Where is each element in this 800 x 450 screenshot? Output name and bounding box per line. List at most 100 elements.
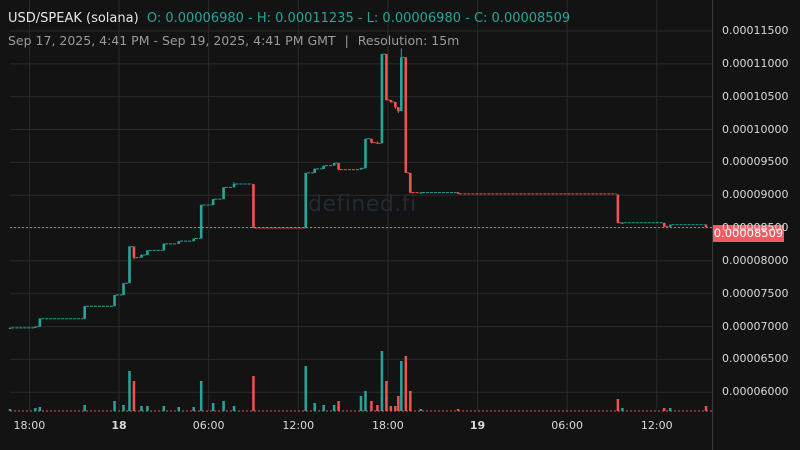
volume-bar (113, 401, 116, 411)
volume-bar (385, 381, 388, 411)
candle-body (222, 187, 225, 200)
volume-bar (616, 399, 620, 411)
candle-body (199, 205, 203, 239)
current-price-label: 0.00008509 (713, 225, 784, 242)
watermark: defined.fi (308, 192, 417, 217)
candle-body (211, 199, 215, 206)
volume-bar (8, 409, 12, 411)
volume-bar (332, 405, 336, 411)
time-range: Sep 17, 2025, 4:41 PM - Sep 19, 2025, 4:… (8, 33, 336, 48)
y-tick-label: 0.00006000 (722, 385, 789, 399)
volume-bar (304, 366, 307, 411)
volume-bar (211, 403, 215, 411)
volume-bar (199, 381, 203, 411)
candle-body (621, 222, 624, 224)
candle-body (389, 99, 393, 102)
volume-bar (122, 405, 125, 411)
y-tick-label: 0.00006500 (722, 352, 789, 366)
volume-bar (337, 401, 340, 411)
pair-symbol: USD/SPEAK (solana) (8, 11, 139, 26)
volume-bar (389, 406, 393, 411)
candle-body (140, 254, 143, 258)
x-tick-label: 12:00 (640, 419, 673, 432)
volume-bar (376, 405, 379, 411)
volume-bar (177, 407, 181, 411)
volume-bar (232, 406, 236, 411)
candle-body (337, 163, 340, 170)
volume-bar (400, 361, 403, 411)
candle-body (456, 192, 460, 194)
candle-body (385, 53, 388, 100)
candle-body (83, 306, 86, 319)
volume-bar (370, 401, 373, 411)
y-tick-label: 0.00011500 (722, 23, 789, 37)
volume-bar (419, 409, 422, 411)
x-tick-label: 18:00 (13, 419, 46, 432)
y-tick-label: 0.00008000 (722, 253, 789, 267)
candle-body (38, 318, 42, 327)
candle-body (146, 250, 149, 255)
candle-body (370, 138, 373, 143)
candle-body (113, 295, 116, 307)
volume-bar (83, 405, 86, 411)
candle-body (232, 184, 236, 188)
volume-bar (409, 391, 412, 411)
candle-body (304, 172, 308, 229)
candle-body (400, 57, 403, 112)
volume-bar (662, 408, 666, 411)
volume-bar (162, 406, 166, 411)
volume-bar (34, 408, 37, 411)
candle-body (128, 246, 131, 284)
candle-body (162, 243, 166, 251)
candle-body (122, 283, 125, 296)
volume-bar (140, 406, 143, 411)
volume-bar (38, 407, 42, 411)
x-tick-label: 06:00 (551, 419, 583, 432)
volume-bar (380, 351, 384, 411)
candle-body (177, 241, 181, 244)
candle-body (380, 53, 384, 144)
y-tick-label: 0.00009000 (722, 188, 789, 202)
candle-body (397, 107, 400, 112)
volume-bar (668, 408, 672, 411)
candle-body (364, 138, 367, 169)
chart-subheader: Sep 17, 2025, 4:41 PM - Sep 19, 2025, 4:… (8, 33, 459, 48)
y-tick-label: 0.00010500 (722, 89, 789, 103)
x-tick-label: 06:00 (192, 419, 225, 432)
y-tick-label: 0.00009500 (722, 155, 789, 169)
candle-body (616, 194, 620, 223)
y-tick-label: 0.00011000 (722, 56, 789, 70)
candle-body (332, 163, 336, 166)
volume-bar (397, 396, 400, 411)
candle-body (8, 327, 12, 329)
volume-bar (322, 405, 325, 411)
ohlc-readout: O: 0.00006980 - H: 0.00011235 - L: 0.000… (146, 11, 571, 26)
volume-bar (456, 409, 460, 411)
candle-body (132, 246, 136, 258)
volume-bar (222, 401, 225, 411)
candle-body (394, 101, 397, 108)
volume-bar (132, 381, 136, 411)
y-tick-label: 0.00007500 (722, 286, 789, 300)
volume-bar (192, 407, 195, 411)
volume-bar (313, 403, 316, 411)
y-tick-label: 0.00008500 (722, 221, 789, 235)
candle-body (34, 326, 37, 328)
candle-body (322, 165, 325, 169)
y-tick-label: 0.00010000 (722, 122, 789, 136)
x-tick-label: 18:00 (372, 419, 404, 432)
x-tick-label: 19 (469, 419, 486, 432)
candle-body (376, 142, 379, 144)
volume-bar (364, 391, 367, 411)
volume-bar (404, 356, 408, 411)
volume-bar (252, 376, 255, 411)
candle-body (252, 184, 255, 229)
candle-body (704, 224, 708, 228)
volume-bar (704, 406, 708, 411)
candle-body (662, 222, 666, 227)
volume-bar (359, 396, 363, 411)
volume-bar (128, 371, 131, 411)
y-tick-label: 0.00007000 (722, 319, 789, 333)
